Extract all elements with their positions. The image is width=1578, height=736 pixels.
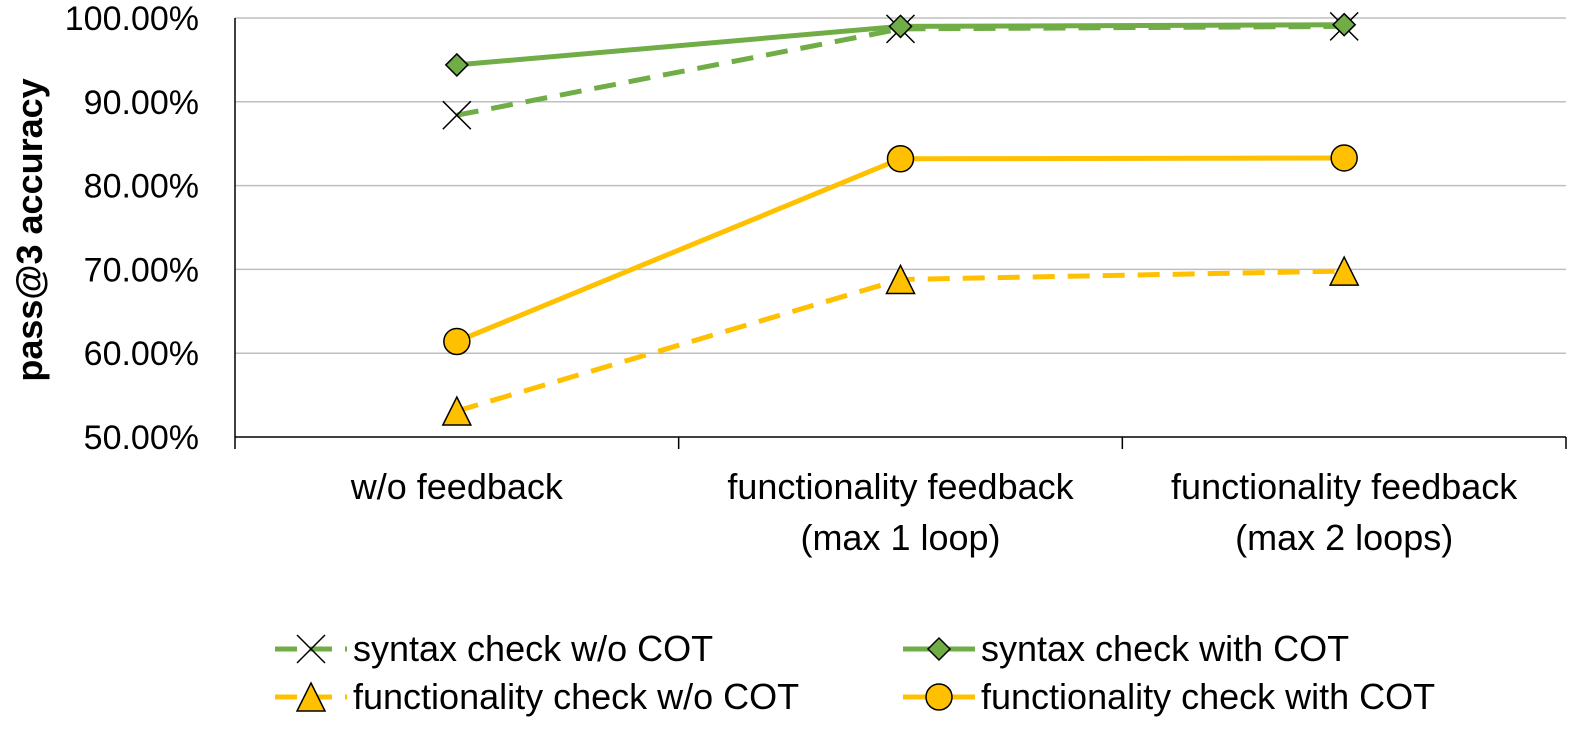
y-tick-label: 70.00%	[84, 251, 199, 289]
legend-label: functionality check with COT	[981, 676, 1435, 717]
gridlines	[235, 17, 1566, 354]
legend-marker	[295, 681, 327, 712]
legend-entry: syntax check with COT	[903, 628, 1349, 669]
series	[441, 11, 1360, 426]
legend-marker	[296, 634, 326, 664]
x-tick-label: functionality feedback	[1171, 466, 1518, 507]
data-point-marker	[888, 14, 913, 39]
data-point-marker	[444, 52, 469, 77]
data-point-marker	[441, 395, 473, 426]
legend-entry: functionality check with COT	[903, 676, 1435, 717]
x-tick-label-line2: (max 1 loop)	[800, 517, 1000, 558]
legend-entry: functionality check w/o COT	[275, 676, 799, 717]
legend-label: syntax check with COT	[981, 628, 1349, 669]
data-point-marker	[442, 100, 472, 130]
y-axis-label: pass@3 accuracy	[9, 78, 50, 381]
legend-marker	[925, 683, 953, 711]
y-tick-label: 100.00%	[65, 0, 199, 38]
x-tick-label-line2: (max 2 loops)	[1235, 517, 1453, 558]
x-tick-label: functionality feedback	[727, 466, 1074, 507]
legend-label: syntax check w/o COT	[353, 628, 713, 669]
data-point-marker	[885, 263, 916, 295]
y-tick-label: 60.00%	[84, 335, 199, 373]
y-tick-label: 90.00%	[84, 84, 199, 122]
legend: syntax check w/o COT syntax check with CO…	[275, 628, 1435, 717]
data-point-marker	[1328, 255, 1360, 286]
axes: 50.00% 60.00% 70.00% 80.00% 90.00% 100.00% w/o…	[65, 0, 1567, 558]
data-point-marker	[443, 327, 471, 356]
data-point-marker	[1332, 12, 1357, 37]
y-tick-label: 50.00%	[84, 419, 199, 457]
legend-label: functionality check w/o COT	[353, 676, 799, 717]
data-point-marker	[886, 145, 915, 173]
markers	[441, 11, 1360, 426]
legend-marker	[926, 636, 952, 662]
x-tick-label: w/o feedback	[350, 466, 564, 507]
legend-entry: syntax check w/o COT	[275, 628, 713, 669]
y-tick-label: 80.00%	[84, 168, 199, 206]
data-point-marker	[1330, 144, 1358, 172]
